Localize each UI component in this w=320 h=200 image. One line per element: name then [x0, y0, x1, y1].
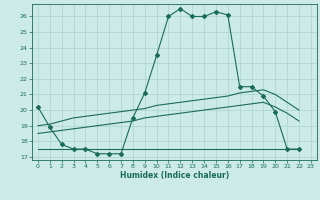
X-axis label: Humidex (Indice chaleur): Humidex (Indice chaleur): [120, 171, 229, 180]
